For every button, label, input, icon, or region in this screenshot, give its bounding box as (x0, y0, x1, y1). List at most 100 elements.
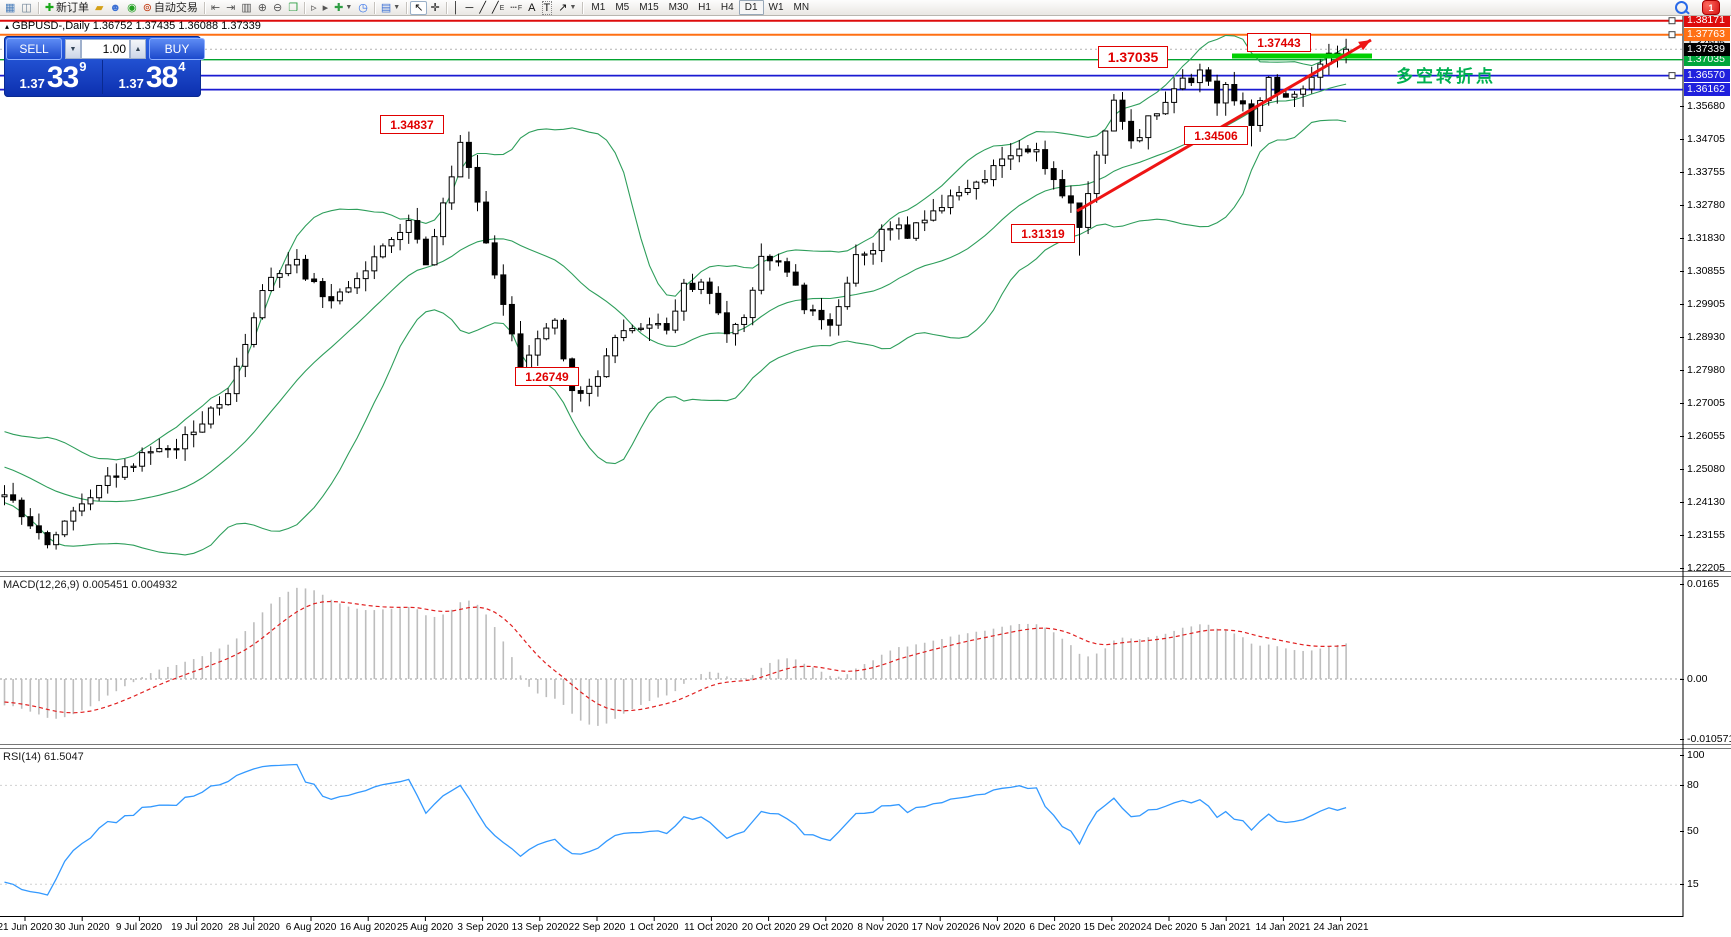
autotrade-icon[interactable]: ⊚ 自动交易 (142, 1, 198, 14)
candlestick (1067, 195, 1074, 204)
bull-bear-turning-point-note[interactable]: 多空转折点 (1396, 67, 1496, 86)
chart-window-icon[interactable]: ▦ (5, 1, 16, 14)
trendline-icon[interactable]: ╱ (479, 1, 486, 14)
rsi-axis-tick: 15 (1680, 878, 1730, 891)
hline-handle[interactable] (1668, 72, 1676, 80)
candlestick (1033, 149, 1040, 153)
eraser-icon[interactable]: ▰ (95, 1, 104, 14)
arrows-icon[interactable]: ↗ ▼ (558, 1, 577, 14)
chart-canvas[interactable] (0, 16, 1731, 937)
candlestick (1205, 69, 1212, 82)
timeframe-h4-button[interactable]: H4 (720, 2, 734, 13)
candlestick (371, 256, 378, 272)
collapse-icon[interactable]: ▴ (5, 22, 10, 31)
price-annotation-1.34506[interactable]: 1.34506 (1184, 126, 1248, 145)
crosshair-icon[interactable]: ✛ (430, 1, 440, 14)
zoom-out-icon[interactable]: ⊖ (272, 1, 283, 14)
tile-windows-icon[interactable]: ❐ (288, 1, 299, 14)
candlestick (577, 390, 584, 394)
candlestick (1076, 202, 1083, 228)
macd-signal-line (4, 600, 1347, 714)
text-label-icon[interactable]: T (541, 0, 553, 15)
top-toolbar: ▦ ◫ ✚ 新订单 ▰ ☻ ◉ ⊚ 自动交易 ⇤ ⇥ ▥ ⊕ ⊖ ❐ ▹ ▸ ✚ ▼ ◷ ▤ ▼ ↖ ✛ │ ─ ╱ ╱ E ┄ F A T ↗ ▼… (0, 0, 1731, 16)
price-annotation-1.37443[interactable]: 1.37443 (1247, 33, 1311, 52)
timeframe-h1-button[interactable]: H1 (698, 2, 711, 13)
scroll-to-end-icon[interactable]: ⇥ (226, 1, 236, 14)
toolbar-separator (582, 1, 584, 14)
volume-increase-button[interactable]: ▲ (130, 39, 146, 59)
text-icon[interactable]: A (528, 1, 536, 14)
candlestick (1007, 155, 1014, 160)
candlestick (104, 475, 111, 486)
timeframe-w1-button[interactable]: W1 (768, 2, 784, 13)
date-label: 21 Jun 2020 (0, 922, 53, 933)
cursor-icon[interactable]: ↖ (410, 0, 428, 15)
candlestick (878, 228, 885, 252)
candlestick (887, 228, 894, 231)
price-axis-tick: 1.32780 (1680, 199, 1730, 212)
scroll-to-start-icon[interactable]: ⇤ (210, 1, 221, 14)
price-annotation-1.31319[interactable]: 1.31319 (1011, 224, 1075, 243)
candlestick (913, 222, 920, 239)
price-annotation-1.26749[interactable]: 1.26749 (515, 367, 579, 386)
chart-style-icon[interactable]: ▤ ▼ (380, 1, 401, 14)
candlestick (1153, 113, 1160, 117)
sell-button[interactable]: SELL (6, 38, 62, 60)
fibonacci-icon[interactable]: ┄ F (510, 1, 523, 14)
candlestick (379, 245, 386, 258)
candlestick (233, 365, 240, 395)
chart-title-text: GBPUSD-,Daily 1.36752 1.37435 1.36088 1.… (12, 20, 261, 32)
buy-price[interactable]: 1.37 38 4 (103, 60, 201, 94)
new-order-icon[interactable]: ✚ 新订单 (44, 1, 90, 14)
candlestick (749, 289, 756, 319)
price-level-label-1.36162: 1.36162 (1684, 83, 1730, 96)
price-annotation-1.34837[interactable]: 1.34837 (380, 115, 444, 134)
candlestick (1085, 193, 1092, 228)
volume-stepper: ▼ ▲ (65, 39, 146, 59)
candlestick (861, 253, 868, 256)
price-annotation-1.37035[interactable]: 1.37035 (1098, 46, 1168, 68)
candlestick (732, 323, 739, 335)
period-clock-icon[interactable]: ◷ (358, 1, 368, 14)
profile-icon[interactable]: ☻ (109, 1, 122, 14)
candlestick (431, 236, 438, 266)
equidistant-channel-icon[interactable]: ╱ E (491, 1, 505, 14)
horizontal-line-icon[interactable]: ─ (465, 1, 474, 14)
volume-input[interactable] (81, 39, 130, 59)
chart-shift-icon[interactable]: ▹ (311, 1, 317, 14)
timeframe-m1-button[interactable]: M1 (591, 2, 606, 13)
hline-handle[interactable] (1668, 17, 1676, 25)
date-label: 24 Jan 2021 (1313, 922, 1369, 933)
timeframe-m30-button[interactable]: M30 (668, 2, 689, 13)
price-level-label-1.37763: 1.37763 (1684, 28, 1730, 41)
candlestick (113, 475, 120, 478)
candlestick (465, 141, 472, 168)
trend-arrow-line[interactable] (1076, 38, 1372, 213)
candlestick (1300, 88, 1307, 95)
buy-price-base: 1.37 (118, 76, 144, 91)
notification-icon[interactable]: 1 (1699, 0, 1723, 15)
zoom-in-icon[interactable]: ⊕ (257, 1, 267, 14)
toolbar-separator (406, 1, 408, 14)
sell-price[interactable]: 1.37 33 9 (4, 60, 103, 94)
toolbar-separator (203, 1, 205, 14)
volumes-icon[interactable]: ▥ (241, 1, 252, 14)
search-icon[interactable] (1672, 1, 1691, 15)
buy-button[interactable]: BUY (149, 38, 205, 60)
candlestick (1308, 76, 1315, 90)
timeframe-mn-button[interactable]: MN (793, 2, 810, 13)
timeframe-m5-button[interactable]: M5 (615, 2, 630, 13)
hline-handle[interactable] (1668, 31, 1676, 39)
candlestick (362, 270, 369, 280)
timeframe-m15-button[interactable]: M15 (639, 2, 659, 13)
volume-decrease-button[interactable]: ▼ (65, 39, 81, 59)
chart-preview-icon[interactable]: ◫ (21, 1, 32, 14)
date-label: 26 Nov 2020 (968, 922, 1026, 933)
vertical-line-icon[interactable]: │ (452, 1, 460, 14)
signal-icon[interactable]: ◉ (127, 1, 137, 14)
candlestick (35, 525, 42, 534)
rsi-axis-tick: 80 (1680, 779, 1730, 792)
timeframe-d1-button[interactable]: D1 (738, 0, 764, 15)
add-indicator-icon[interactable]: ✚ ▼ (334, 1, 353, 14)
chart-autoshift-icon[interactable]: ▸ (322, 1, 329, 14)
